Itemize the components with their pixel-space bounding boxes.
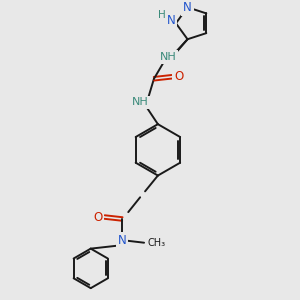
Text: CH₃: CH₃ xyxy=(147,238,165,248)
Text: H: H xyxy=(158,11,166,20)
Text: N: N xyxy=(167,14,176,27)
Text: O: O xyxy=(174,70,183,83)
Text: N: N xyxy=(183,1,192,14)
Text: NH: NH xyxy=(132,98,148,107)
Text: NH: NH xyxy=(159,52,176,62)
Text: N: N xyxy=(118,234,127,247)
Text: O: O xyxy=(93,211,102,224)
